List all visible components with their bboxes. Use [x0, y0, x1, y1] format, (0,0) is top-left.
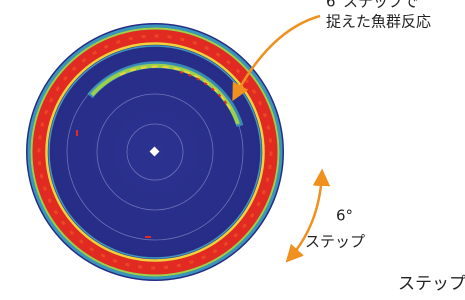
step-text: ステップ	[305, 233, 365, 251]
page: 6°ステップで 捉えた魚群反応 6° ステップ ステップ	[0, 0, 465, 300]
figure: 6°ステップで 捉えた魚群反応 6° ステップ ステップ	[0, 0, 465, 300]
bottom-text: ステップ	[398, 274, 465, 294]
step-text: 6°	[336, 207, 353, 225]
callout-text: 捉えた魚群反応	[326, 13, 431, 31]
sonar-display	[26, 23, 284, 281]
callout-text: 6°ステップで	[326, 0, 418, 11]
